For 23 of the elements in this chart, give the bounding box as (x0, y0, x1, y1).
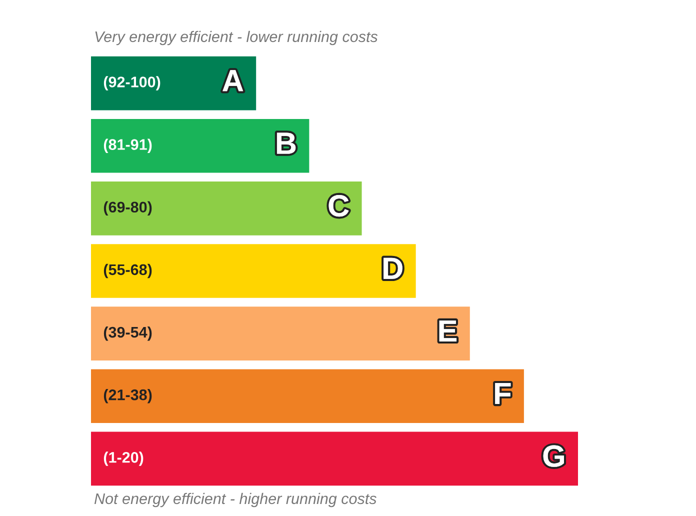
y-tick-label: F (495, 383, 511, 404)
annotation: (55-68) (104, 264, 152, 278)
bar (91, 306, 470, 360)
bar (91, 56, 256, 110)
annotation: (69-80) (104, 201, 152, 216)
y-tick-label: D (384, 258, 402, 279)
bar (91, 432, 578, 486)
y-tick-label: B (276, 132, 296, 154)
y-tick-label: G (543, 445, 564, 467)
y-tick-label: E (439, 320, 457, 342)
y-tick-label: A (222, 70, 244, 92)
chart-title: Very energy efficient - lower running costs (95, 30, 378, 46)
bar (91, 182, 362, 236)
annotation: (81-91) (104, 138, 152, 153)
bar (91, 244, 416, 298)
annotation: (1-20) (104, 452, 144, 466)
bar (91, 369, 524, 424)
annotation: (39-54) (104, 326, 152, 341)
annotation: (21-38) (104, 389, 152, 404)
bar (91, 118, 310, 173)
y-tick-label: C (328, 194, 349, 217)
annotation: (92-100) (104, 76, 160, 90)
text: Not energy efficient - higher running costs (94, 492, 376, 508)
